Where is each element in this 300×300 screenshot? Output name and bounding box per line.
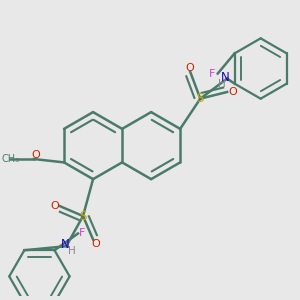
- Text: O: O: [186, 63, 195, 74]
- Text: H: H: [218, 79, 226, 89]
- Text: O: O: [91, 239, 100, 249]
- Text: S: S: [196, 92, 204, 105]
- Text: O: O: [228, 87, 237, 97]
- Text: H: H: [68, 247, 75, 256]
- Text: S: S: [79, 209, 87, 223]
- Text: F: F: [79, 229, 85, 238]
- Text: CH₃: CH₃: [1, 154, 20, 164]
- Text: F: F: [209, 68, 216, 79]
- Text: N: N: [60, 238, 69, 251]
- Text: O: O: [31, 150, 40, 160]
- Text: O: O: [50, 201, 59, 211]
- Text: N: N: [221, 70, 230, 84]
